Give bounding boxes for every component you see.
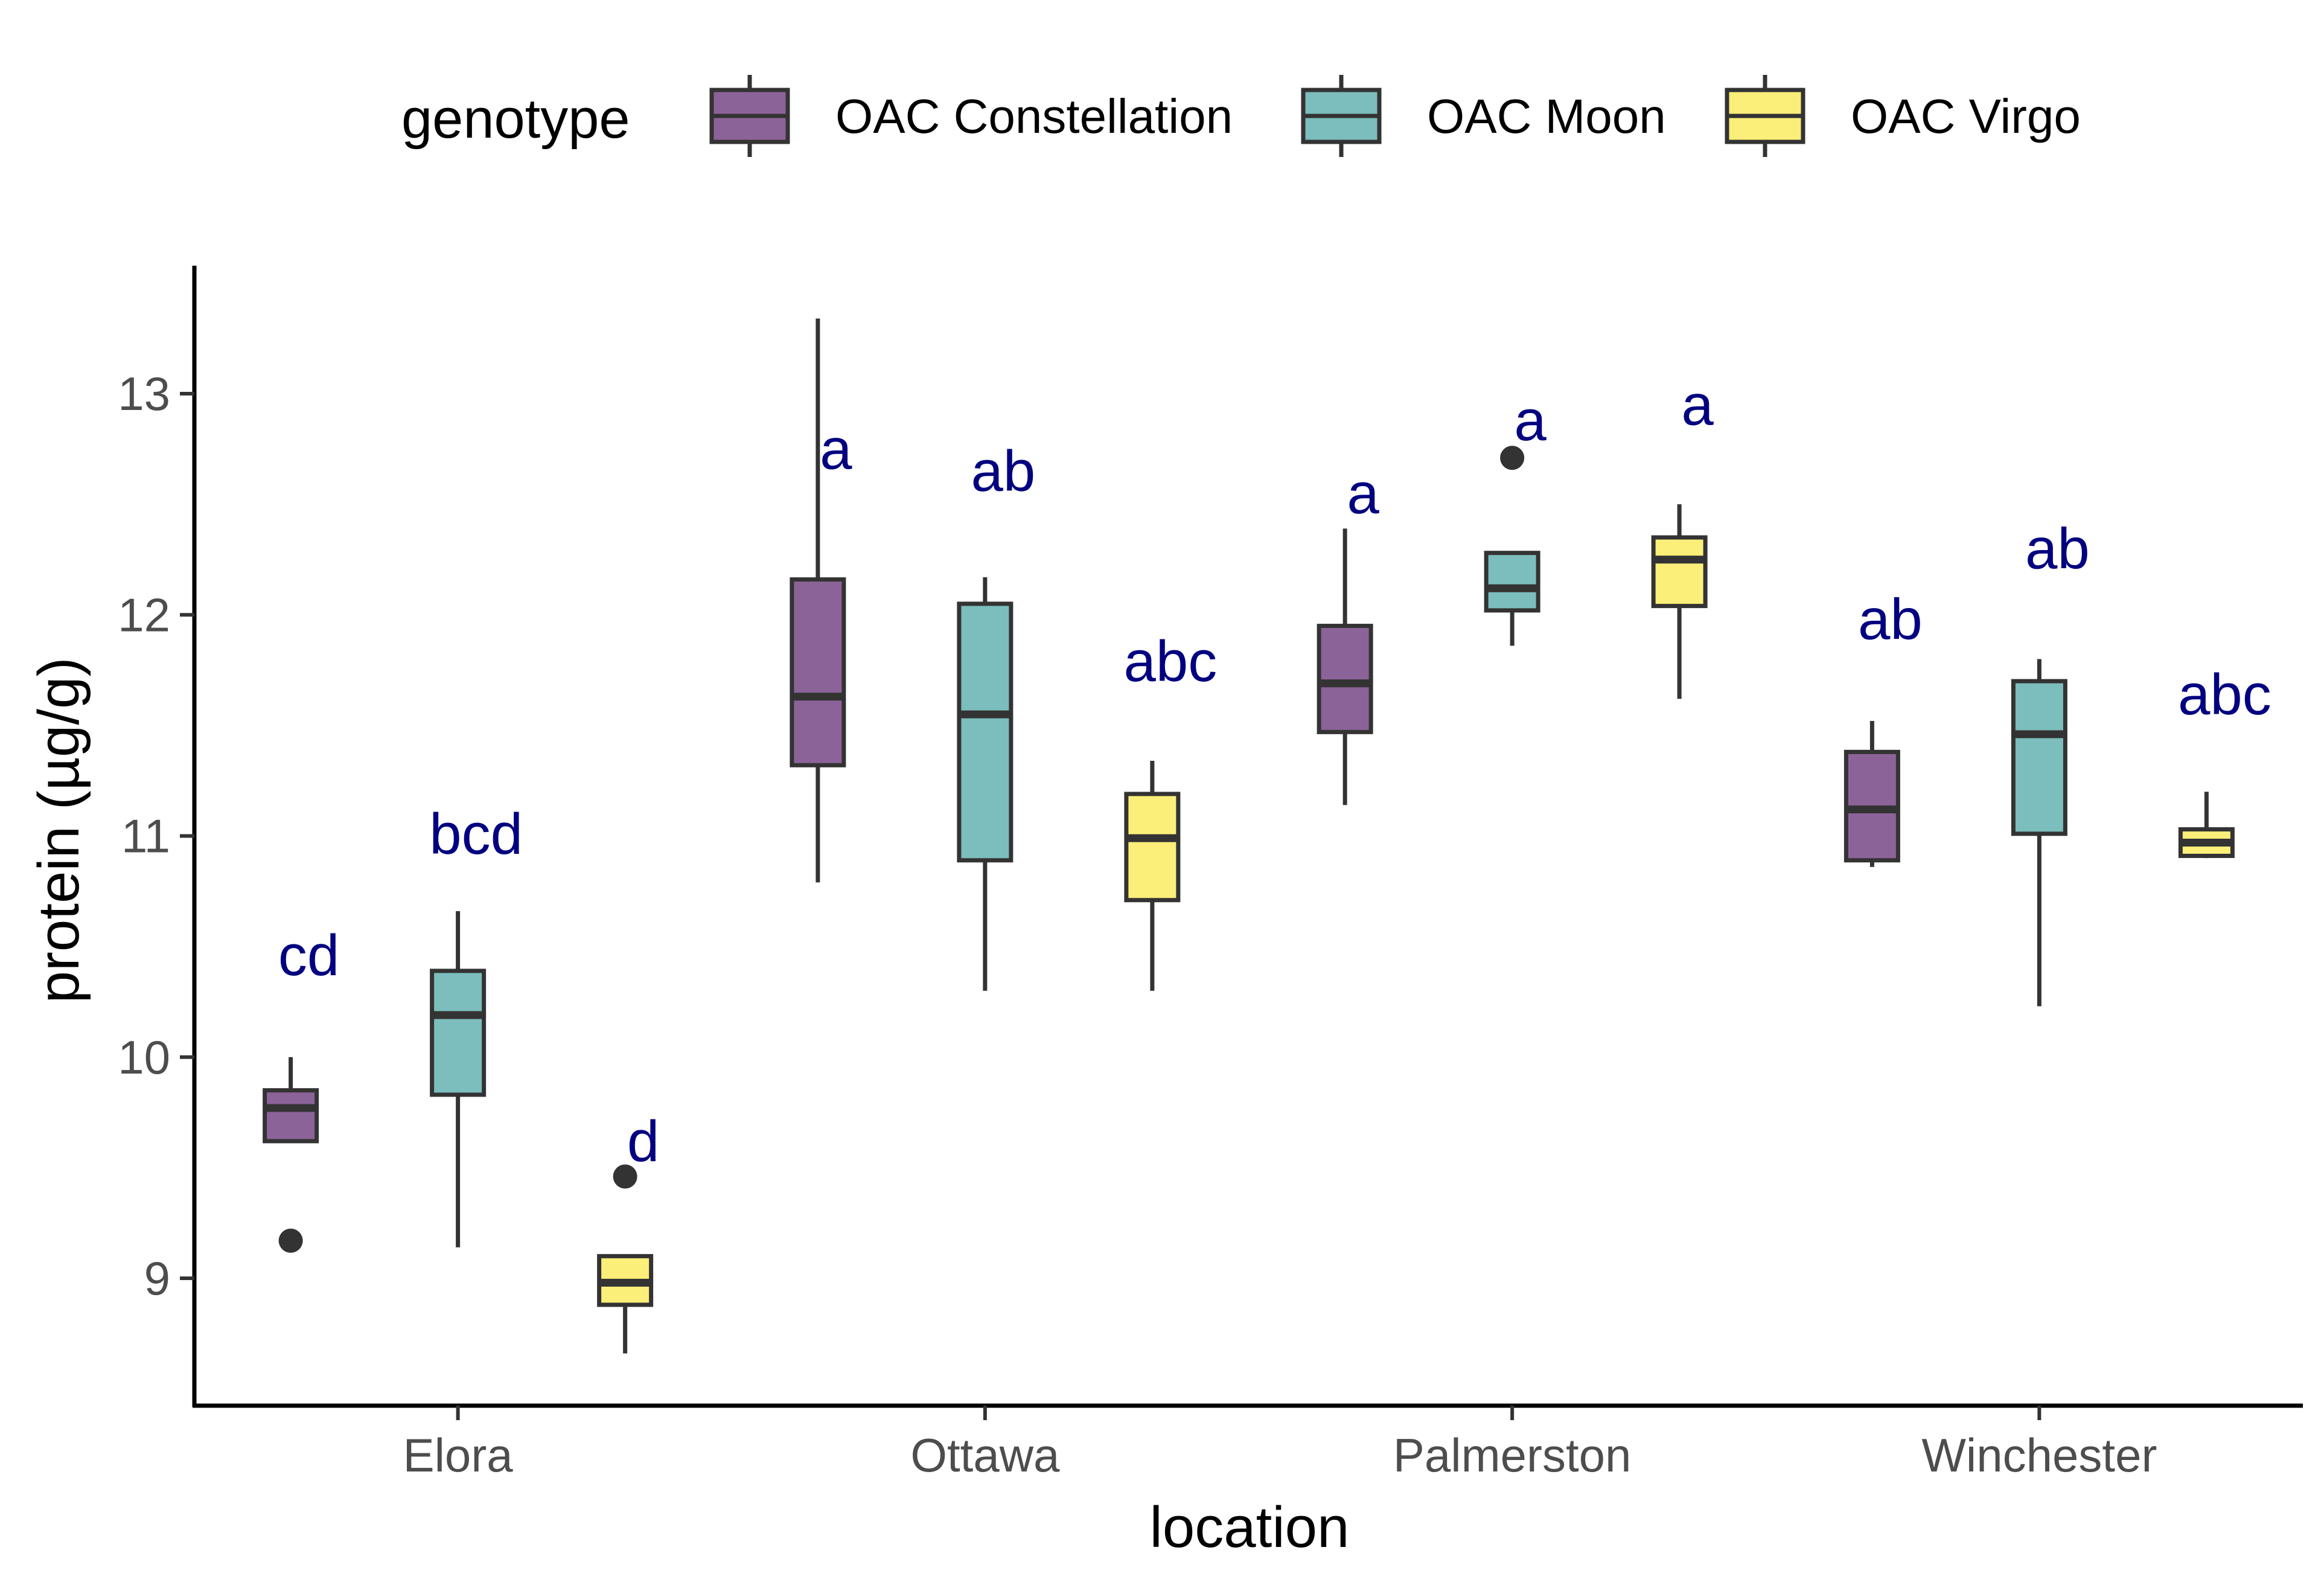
significance-letter: cd <box>278 923 339 988</box>
x-tick-label: Elora <box>403 1429 514 1482</box>
significance-letter: ab <box>1858 588 1923 652</box>
significance-letters: cd a a ab bcd ab a ab d abc a abc <box>278 373 2271 1174</box>
legend: genotype OAC Constellation OAC Moon OAC Vi… <box>401 75 2081 157</box>
legend-title: genotype <box>401 88 630 150</box>
box-body <box>957 601 1014 863</box>
significance-letter: d <box>627 1109 659 1174</box>
box-body <box>1317 624 1373 734</box>
box-body <box>430 969 487 1097</box>
y-tick-label: 13 <box>118 367 170 420</box>
box-body <box>1124 792 1181 903</box>
box-body <box>2011 679 2067 836</box>
y-tick-label: 11 <box>121 810 170 863</box>
y-axis-title: protein (µg/g) <box>27 658 91 1004</box>
boxes <box>263 318 2235 1354</box>
significance-letter: abc <box>1123 629 1217 694</box>
x-tick-label: Winchester <box>1921 1429 2157 1482</box>
box-oac-constellation-ottawa <box>790 318 846 883</box>
x-tick-label: Ottawa <box>910 1429 1060 1482</box>
x-axis: Elora Ottawa Palmerston Winchester <box>193 1403 2303 1482</box>
box-body <box>263 1088 319 1144</box>
box-oac-moon-winchester <box>2011 659 2067 1007</box>
legend-item-oac-moon: OAC Moon <box>1301 75 1666 157</box>
outlier-point <box>278 1228 303 1253</box>
box-oac-virgo-elora <box>597 1164 654 1354</box>
plot-area: 9 10 11 12 13 Elora Ottawa Palmerston Wincheste… <box>118 266 2303 1482</box>
box-body <box>790 577 846 767</box>
legend-label: OAC Moon <box>1427 89 1666 143</box>
outlier-point <box>1500 446 1525 470</box>
box-oac-virgo-winchester <box>2178 792 2235 859</box>
significance-letter: ab <box>971 439 1035 504</box>
significance-letter: a <box>1681 373 1714 437</box>
legend-label: OAC Virgo <box>1851 89 2081 143</box>
box-oac-virgo-palmerston <box>1651 504 1708 699</box>
x-tick-label: Palmerston <box>1393 1429 1632 1482</box>
significance-letter: ab <box>2025 516 2090 581</box>
significance-letter: a <box>1347 461 1379 526</box>
box-oac-constellation-elora <box>263 1057 319 1253</box>
significance-letter: bcd <box>429 802 523 866</box>
y-axis: 9 10 11 12 13 <box>118 266 197 1407</box>
box-oac-constellation-winchester <box>1844 721 1900 867</box>
box-oac-moon-ottawa <box>957 577 1014 991</box>
x-axis-title: location <box>1150 1495 1350 1560</box>
significance-letter: a <box>820 417 852 482</box>
significance-letter: a <box>1514 388 1547 453</box>
significance-letter: abc <box>2178 662 2271 727</box>
y-tick-label: 10 <box>118 1031 170 1084</box>
y-tick-label: 12 <box>118 588 170 641</box>
box-oac-moon-elora <box>430 911 487 1247</box>
box-oac-virgo-ottawa <box>1124 760 1181 991</box>
outlier-point <box>613 1164 637 1189</box>
box-oac-moon-palmerston <box>1484 446 1540 646</box>
box-oac-constellation-palmerston <box>1317 528 1373 805</box>
box-body <box>1484 551 1540 613</box>
legend-item-oac-constellation: OAC Constellation <box>709 75 1233 157</box>
box-body <box>1651 535 1708 609</box>
y-tick-label: 9 <box>144 1252 170 1305</box>
legend-label: OAC Constellation <box>835 89 1233 143</box>
legend-item-oac-virgo: OAC Virgo <box>1725 75 2081 157</box>
